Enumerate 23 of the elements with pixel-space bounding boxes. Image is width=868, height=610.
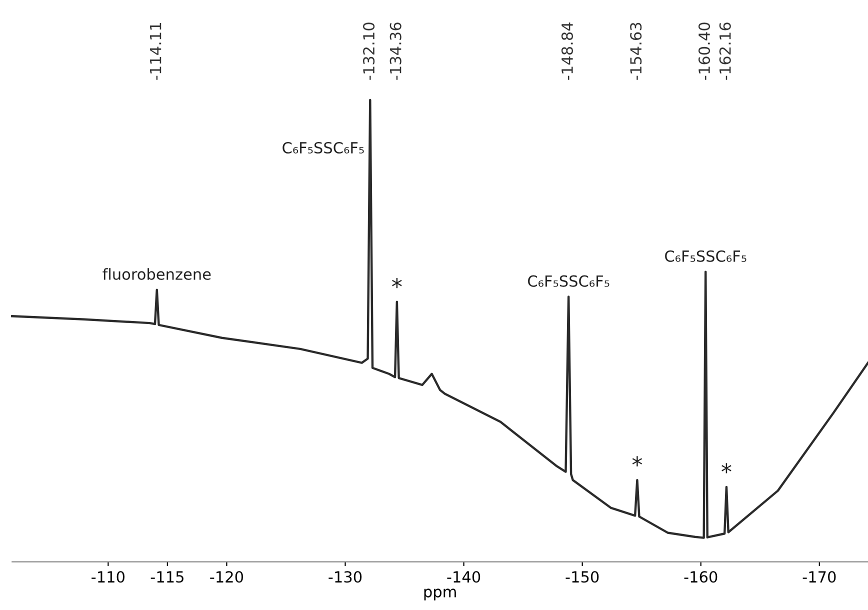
annotation: * <box>392 278 402 288</box>
x2-tick-label: -132.10 <box>363 22 375 80</box>
x-tick-label: -110 <box>92 571 124 583</box>
x2-tick-label: -148.84 <box>561 22 574 80</box>
x-tick-label: -170 <box>802 571 836 583</box>
x-tick-label: -120 <box>210 571 244 583</box>
annotation: * <box>722 463 732 474</box>
annotation: C₆F₅SSC₆F₅ <box>282 142 364 154</box>
x-tick-label: -130 <box>328 571 362 583</box>
x2-tick-label: -114.11 <box>150 23 162 80</box>
x-tick-label: -150 <box>566 571 599 583</box>
x2-tick-label: -154.63 <box>630 22 642 80</box>
x2-tick-label: -162.16 <box>719 22 731 80</box>
x-axis-title: ppm <box>424 588 456 600</box>
annotation: fluorobenzene <box>102 268 211 280</box>
x-tick-label: -115 <box>150 571 184 583</box>
x-tick-label: -140 <box>447 571 480 583</box>
x2-tick-label: -134.36 <box>390 22 402 80</box>
x-tick-label: -160 <box>684 571 718 583</box>
annotation: C₆F₅SSC₆F₅ <box>665 250 746 262</box>
x2-tick-label: -160.40 <box>698 22 710 80</box>
annotation: * <box>632 456 642 466</box>
annotation: C₆F₅SSC₆F₅ <box>528 275 610 287</box>
